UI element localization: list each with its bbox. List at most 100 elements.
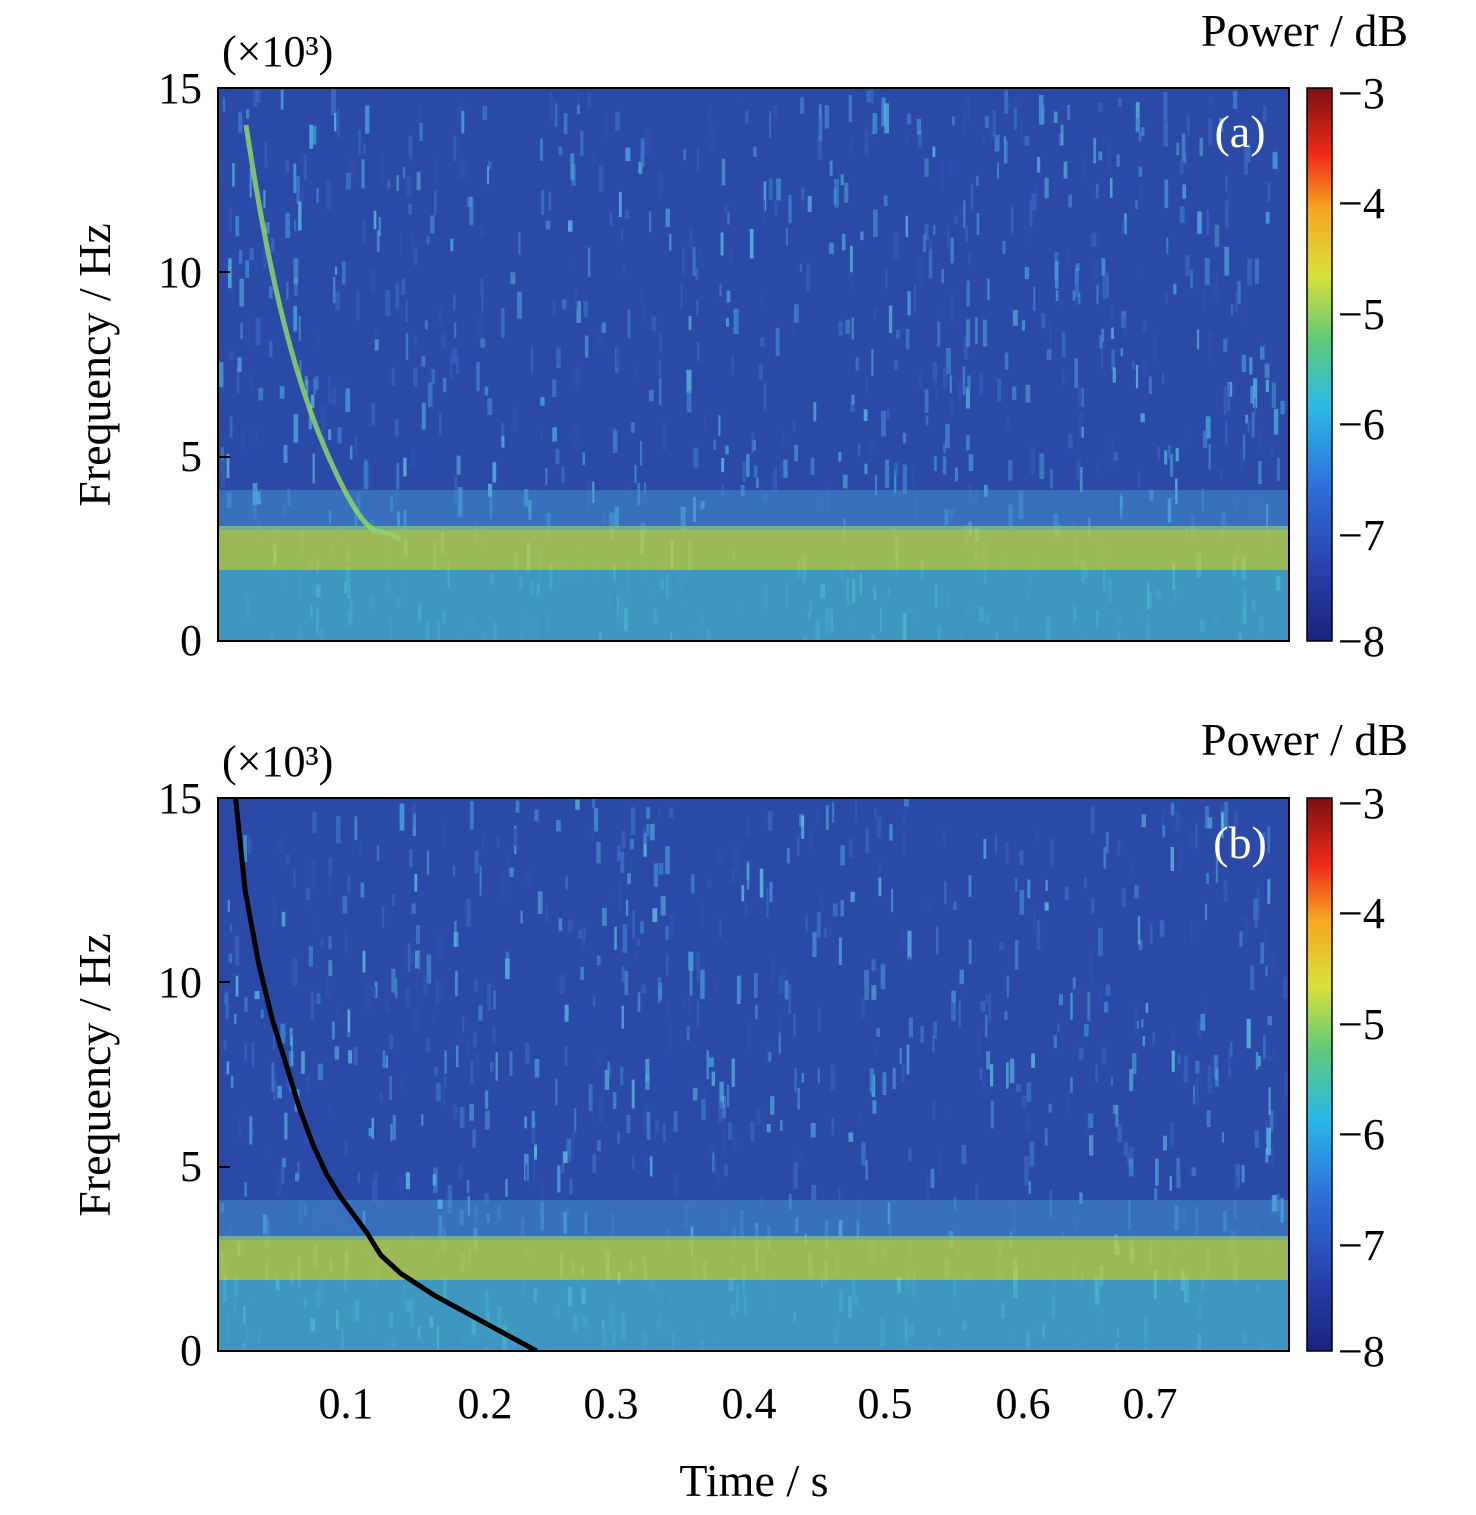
spectrogram-speckle: [640, 440, 643, 466]
spectrogram-speckle: [376, 230, 380, 252]
spectrogram-speckle: [773, 116, 776, 128]
spectrogram-speckle: [1284, 1072, 1288, 1095]
spectrogram-speckle: [810, 1122, 816, 1138]
spectrogram-speckle: [442, 377, 447, 393]
spectrogram-speckle: [279, 839, 285, 854]
spectrogram-speckle: [469, 1104, 474, 1121]
spectrogram-speckle: [864, 129, 869, 157]
spectrogram-speckle: [710, 126, 715, 149]
spectrogram-speckle: [1282, 1097, 1285, 1107]
spectrogram-speckle: [688, 951, 694, 971]
spectrogram-speckle: [815, 488, 820, 511]
spectrogram-speckle: [362, 1211, 366, 1231]
spectrogram-speckle: [532, 488, 538, 498]
spectrogram-speckle: [1068, 194, 1072, 208]
spectrogram-speckle: [1225, 200, 1229, 229]
spectrogram-speckle: [952, 116, 955, 126]
spectrogram-speckle: [793, 1013, 796, 1037]
spectrogram-speckle: [773, 105, 778, 117]
spectrogram-speckle: [415, 1006, 420, 1032]
spectrogram-speckle: [1171, 1031, 1175, 1044]
spectrogram-speckle: [1221, 814, 1224, 838]
spectrogram-speckle: [492, 462, 497, 483]
spectrogram-speckle: [344, 1140, 348, 1157]
spectrogram-speckle: [905, 133, 910, 145]
spectrogram-speckle: [1276, 1193, 1281, 1211]
spectrogram-speckle: [226, 1061, 230, 1075]
spectrogram-speckle: [1230, 304, 1234, 316]
spectrogram-speckle: [501, 423, 505, 442]
spectrogram-speckle: [874, 474, 877, 495]
spectrogram-speckle: [392, 1114, 396, 1140]
spectrogram-speckle: [1016, 1084, 1021, 1093]
spectrogram-speckle: [942, 443, 947, 454]
spectrogram-speckle: [816, 911, 821, 938]
spectrogram-speckle: [453, 865, 456, 877]
spectrogram-speckle: [864, 969, 869, 1000]
spectrogram-speckle: [252, 492, 258, 521]
spectrogram-speckle: [525, 1164, 528, 1184]
spectrogram-speckle: [251, 1042, 255, 1068]
spectrogram-speckle: [1029, 199, 1033, 227]
spectrogram-speckle: [285, 160, 290, 173]
spectrogram-speckle: [726, 290, 731, 303]
spectrogram-speckle: [252, 483, 258, 506]
spectrogram-speckle: [1049, 469, 1053, 489]
spectrogram-speckle: [658, 359, 662, 377]
spectrogram-speckle: [851, 394, 855, 405]
colorbar-tick-label: −4: [1338, 889, 1385, 938]
spectrogram-speckle: [1099, 335, 1103, 349]
spectrogram-speckle: [263, 190, 266, 209]
spectrogram-speckle: [818, 1006, 821, 1032]
spectrogram-speckle: [520, 910, 523, 924]
spectrogram-speckle: [876, 1027, 880, 1037]
spectrogram-speckle: [1067, 105, 1071, 120]
spectrogram-speckle: [458, 1163, 464, 1180]
spectrogram-speckle: [564, 1004, 569, 1022]
spectrogram-speckle: [294, 219, 297, 232]
spectrogram-speckle: [348, 1050, 353, 1064]
spectrogram-speckle: [689, 968, 693, 996]
spectrogram-speckle: [427, 382, 433, 408]
spectrogram-speckle: [557, 1165, 561, 1193]
spectrogram-speckle: [1237, 281, 1241, 304]
spectrogram-speckle: [686, 390, 692, 413]
spectrogram-speckle: [721, 483, 725, 497]
spectrogram-speckle: [1198, 1225, 1202, 1241]
spectrogram-speckle: [616, 344, 620, 368]
spectrogram-speckle: [768, 1052, 772, 1062]
spectrogram-speckle: [941, 269, 944, 284]
spectrogram-speckle: [794, 304, 799, 323]
spectrogram-speckle: [615, 111, 620, 131]
spectrogram-speckle: [246, 109, 250, 119]
spectrogram-speckle: [601, 509, 606, 524]
spectrogram-speckle: [1025, 384, 1031, 403]
spectrogram-speckle: [725, 1207, 729, 1236]
spectrogram-speckle: [473, 1034, 477, 1045]
spectrogram-speckle: [720, 232, 724, 256]
spectrogram-speckle: [742, 462, 746, 482]
spectrogram-speckle: [910, 467, 915, 486]
spectrogram-speckle: [662, 423, 666, 451]
spectrogram-speckle: [601, 322, 606, 333]
spectrogram-speckle: [763, 181, 767, 212]
spectrogram-speckle: [1254, 900, 1258, 929]
spectrogram-speckle: [568, 259, 571, 270]
spectrogram-speckle: [1084, 1023, 1089, 1037]
spectrogram-speckle: [975, 488, 978, 505]
spectrogram-speckle: [746, 453, 750, 477]
spectrogram-speckle: [938, 1149, 942, 1176]
spectrogram-speckle: [298, 201, 302, 231]
spectrogram-speckle: [762, 199, 766, 225]
spectrogram-speckle: [564, 1046, 568, 1067]
spectrogram-speckle: [1177, 1053, 1181, 1065]
spectrogram-speckle: [400, 303, 403, 321]
spectrogram-speckle: [928, 249, 933, 279]
spectrogram-speckle: [561, 1163, 565, 1174]
spectrogram-speckle: [1197, 1020, 1202, 1038]
spectrogram-speckle: [624, 971, 629, 996]
spectrogram-speckle: [505, 958, 510, 980]
spectrogram-speckle: [442, 1080, 445, 1107]
colorbar-a-title: Power / dB: [1201, 5, 1408, 56]
spectrogram-speckle: [562, 1151, 568, 1164]
